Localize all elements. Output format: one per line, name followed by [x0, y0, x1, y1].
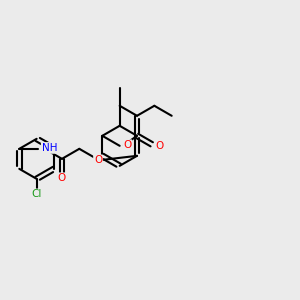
Text: NH: NH — [42, 143, 57, 153]
Text: O: O — [94, 155, 102, 165]
Text: O: O — [58, 173, 66, 183]
Text: O: O — [123, 140, 131, 150]
Text: Cl: Cl — [32, 189, 42, 199]
Text: O: O — [156, 141, 164, 151]
